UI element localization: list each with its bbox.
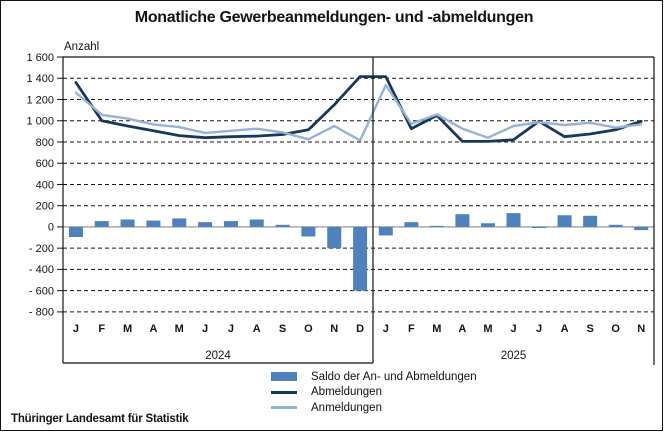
saldo-bar xyxy=(480,223,495,227)
legend: Saldo der An- und Abmeldungen Abmeldunge… xyxy=(271,369,477,416)
saldo-bar xyxy=(275,224,290,227)
legend-item-anmeldungen: Anmeldungen xyxy=(271,400,477,416)
saldo-bar xyxy=(146,220,161,227)
saldo-bar-swatch xyxy=(271,372,297,382)
y-tick-label: - 400 xyxy=(29,264,54,276)
month-label: M xyxy=(123,323,132,335)
anmeldungen-line xyxy=(74,83,643,142)
month-label: S xyxy=(279,323,286,335)
month-label: M xyxy=(175,323,184,335)
saldo-bar xyxy=(404,222,419,227)
month-label: J xyxy=(73,323,79,335)
y-tick-label: 400 xyxy=(36,179,54,191)
saldo-bar xyxy=(583,215,598,227)
month-label: M xyxy=(432,323,441,335)
plot-borders xyxy=(62,56,655,365)
saldo-bar xyxy=(198,222,213,227)
y-tick-label: 800 xyxy=(36,137,54,149)
month-label: D xyxy=(356,323,364,335)
y-tick-label: 1 000 xyxy=(26,116,54,128)
month-label: F xyxy=(408,323,415,335)
y-tick-label: 600 xyxy=(36,158,54,170)
saldo-bar xyxy=(94,221,109,227)
y-tick-label: 1 400 xyxy=(26,73,54,85)
month-label: F xyxy=(98,323,105,335)
y-axis-labels: 1 600 1 400 1 200 1 000 800 600 400 200 0 - 200 - … xyxy=(26,52,63,319)
saldo-bar xyxy=(249,219,264,227)
saldo-bar xyxy=(68,226,83,238)
saldo-bar xyxy=(455,214,470,227)
y-tick-label: - 800 xyxy=(29,307,54,319)
legend-label-saldo: Saldo der An- und Abmeldungen xyxy=(311,370,477,383)
month-label: J xyxy=(510,323,516,335)
month-label: M xyxy=(483,323,492,335)
legend-item-saldo: Saldo der An- und Abmeldungen xyxy=(271,369,477,385)
month-label: S xyxy=(586,323,593,335)
saldo-bar xyxy=(532,226,547,228)
year-label-2024: 2024 xyxy=(205,350,231,362)
saldo-bar xyxy=(378,226,393,236)
month-label: A xyxy=(149,323,157,335)
anmeldungen-line-swatch xyxy=(271,406,297,410)
saldo-bars xyxy=(68,213,649,291)
abmeldungen-line xyxy=(74,75,643,143)
month-label: J xyxy=(228,323,234,335)
y-tick-label: - 200 xyxy=(29,243,54,255)
month-label: J xyxy=(536,323,542,335)
saldo-bar xyxy=(327,226,342,249)
legend-item-abmeldungen: Abmeldungen xyxy=(271,385,477,401)
year-label-2025: 2025 xyxy=(501,350,527,362)
legend-label-abmeldungen: Abmeldungen xyxy=(311,386,382,399)
month-label: N xyxy=(637,323,645,335)
saldo-bar xyxy=(120,219,135,227)
y-axis-title: Anzahl xyxy=(64,41,100,53)
y-tick-label: 1 600 xyxy=(26,52,54,64)
saldo-bar xyxy=(608,224,623,227)
saldo-bar xyxy=(353,226,368,291)
y-tick-label: - 600 xyxy=(29,285,54,297)
saldo-bar xyxy=(301,226,316,237)
month-label: J xyxy=(383,323,389,335)
saldo-bar xyxy=(223,221,238,227)
month-label: A xyxy=(561,323,569,335)
saldo-bar xyxy=(634,226,649,231)
month-label: O xyxy=(304,323,313,335)
saldo-bar xyxy=(557,215,572,227)
month-label: O xyxy=(611,323,620,335)
saldo-bar xyxy=(172,218,187,227)
month-label: A xyxy=(458,323,466,335)
month-label: N xyxy=(330,323,338,335)
y-tick-label: 200 xyxy=(36,200,54,212)
month-label: A xyxy=(253,323,261,335)
source-credit: Thüringer Landesamt für Statistik xyxy=(11,413,189,425)
x-axis-year-labels: 2024 2025 xyxy=(205,350,526,362)
saldo-bar xyxy=(429,225,444,227)
saldo-bar xyxy=(506,213,521,227)
y-tick-label: 1 200 xyxy=(26,94,54,106)
chart-title: Monatliche Gewerbeanmeldungen- und -abme… xyxy=(134,9,534,26)
month-label: J xyxy=(202,323,208,335)
legend-label-anmeldungen: Anmeldungen xyxy=(311,401,382,414)
y-tick-label: 0 xyxy=(48,222,54,234)
abmeldungen-line-swatch xyxy=(271,390,297,394)
